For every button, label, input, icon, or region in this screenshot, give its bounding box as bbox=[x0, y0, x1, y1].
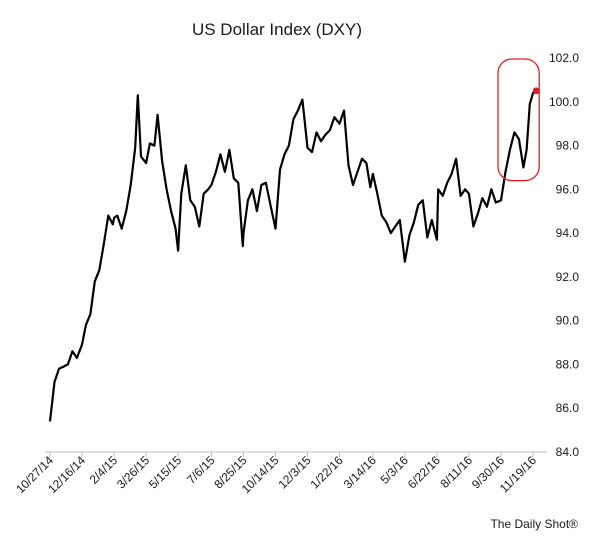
x-tick-label: 8/11/16 bbox=[437, 453, 475, 491]
highlight-box bbox=[497, 58, 540, 182]
y-tick-label: 98.0 bbox=[556, 139, 580, 153]
x-tick-label: 3/26/15 bbox=[114, 453, 152, 491]
x-tick-label: 6/22/16 bbox=[405, 453, 443, 491]
y-tick-label: 90.0 bbox=[556, 314, 580, 328]
y-tick-label: 102.0 bbox=[549, 51, 579, 65]
x-tick-label: 3/14/16 bbox=[341, 453, 379, 491]
x-tick-label: 12/3/15 bbox=[275, 453, 313, 491]
x-tick-label: 1/22/16 bbox=[307, 453, 345, 491]
x-axis-tick-marks bbox=[49, 452, 534, 457]
y-tick-label: 94.0 bbox=[556, 226, 580, 240]
y-tick-label: 88.0 bbox=[556, 357, 580, 371]
y-tick-label: 100.0 bbox=[549, 95, 579, 109]
y-tick-label: 92.0 bbox=[556, 270, 580, 284]
y-tick-label: 96.0 bbox=[556, 182, 580, 196]
x-tick-label: 5/15/15 bbox=[146, 453, 184, 491]
credit-label: The Daily Shot® bbox=[490, 517, 578, 531]
chart-title: US Dollar Index (DXY) bbox=[192, 20, 362, 39]
y-tick-label: 86.0 bbox=[556, 401, 580, 415]
series-line-dxy bbox=[48, 89, 537, 422]
y-axis-tick-labels: 84.0 86.0 88.0 90.0 92.0 94.0 96.0 98.0 100.0 102… bbox=[549, 51, 579, 459]
end-point-marker bbox=[532, 87, 540, 95]
y-tick-label: 84.0 bbox=[556, 445, 580, 459]
